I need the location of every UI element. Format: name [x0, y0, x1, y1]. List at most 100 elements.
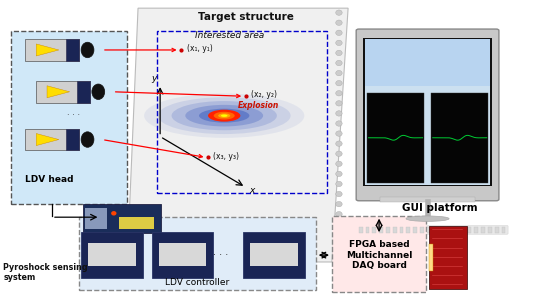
Text: Interested area: Interested area: [195, 31, 264, 40]
Ellipse shape: [336, 201, 342, 207]
Text: (x₂, y₂): (x₂, y₂): [251, 90, 277, 99]
Ellipse shape: [336, 161, 342, 167]
FancyBboxPatch shape: [367, 93, 424, 183]
FancyBboxPatch shape: [359, 227, 363, 233]
Text: · · ·: · · ·: [213, 250, 228, 260]
Ellipse shape: [185, 105, 263, 126]
FancyBboxPatch shape: [25, 39, 79, 61]
Ellipse shape: [336, 111, 342, 116]
Text: GUI platform: GUI platform: [402, 203, 477, 213]
FancyBboxPatch shape: [454, 227, 458, 233]
FancyBboxPatch shape: [379, 227, 383, 233]
Ellipse shape: [211, 112, 238, 119]
Ellipse shape: [336, 80, 342, 86]
Ellipse shape: [221, 115, 227, 117]
Ellipse shape: [336, 30, 342, 35]
FancyBboxPatch shape: [83, 204, 161, 233]
Ellipse shape: [336, 171, 342, 177]
Polygon shape: [47, 86, 70, 98]
Ellipse shape: [336, 181, 342, 187]
FancyBboxPatch shape: [475, 227, 478, 233]
Text: LDV controller: LDV controller: [165, 278, 230, 287]
Ellipse shape: [336, 212, 342, 217]
Ellipse shape: [144, 94, 305, 138]
Ellipse shape: [336, 101, 342, 106]
Text: FPGA based
Multichannel
DAQ board: FPGA based Multichannel DAQ board: [346, 240, 413, 270]
FancyBboxPatch shape: [353, 226, 508, 234]
Polygon shape: [127, 8, 348, 262]
Ellipse shape: [336, 222, 342, 227]
FancyBboxPatch shape: [36, 81, 90, 103]
FancyBboxPatch shape: [82, 232, 144, 278]
Ellipse shape: [336, 141, 342, 146]
FancyBboxPatch shape: [488, 227, 492, 233]
Ellipse shape: [336, 151, 342, 156]
Ellipse shape: [199, 109, 249, 123]
Ellipse shape: [336, 242, 342, 247]
FancyBboxPatch shape: [400, 227, 403, 233]
FancyBboxPatch shape: [332, 216, 426, 292]
FancyBboxPatch shape: [366, 39, 490, 86]
Ellipse shape: [81, 132, 94, 147]
FancyBboxPatch shape: [447, 227, 451, 233]
FancyBboxPatch shape: [152, 232, 213, 278]
Polygon shape: [36, 44, 59, 56]
FancyBboxPatch shape: [11, 31, 127, 204]
Ellipse shape: [92, 84, 105, 100]
FancyBboxPatch shape: [441, 227, 444, 233]
FancyBboxPatch shape: [427, 227, 430, 233]
Ellipse shape: [172, 101, 277, 130]
Text: Explosion: Explosion: [238, 101, 279, 110]
FancyBboxPatch shape: [407, 227, 410, 233]
FancyBboxPatch shape: [363, 38, 492, 186]
FancyBboxPatch shape: [468, 227, 471, 233]
FancyBboxPatch shape: [119, 217, 154, 229]
Ellipse shape: [336, 20, 342, 26]
Text: x: x: [249, 186, 255, 195]
Text: Pyroshock sensing
system: Pyroshock sensing system: [3, 263, 88, 282]
FancyBboxPatch shape: [250, 243, 298, 266]
FancyBboxPatch shape: [366, 39, 490, 184]
FancyBboxPatch shape: [429, 226, 467, 289]
Text: (x₁, y₁): (x₁, y₁): [186, 44, 212, 53]
Ellipse shape: [336, 40, 342, 46]
Ellipse shape: [158, 97, 291, 134]
FancyBboxPatch shape: [429, 244, 433, 271]
Ellipse shape: [214, 112, 235, 119]
FancyBboxPatch shape: [25, 129, 79, 150]
Text: LDV head: LDV head: [25, 176, 73, 184]
FancyBboxPatch shape: [420, 227, 424, 233]
Ellipse shape: [336, 252, 342, 257]
FancyBboxPatch shape: [502, 227, 505, 233]
FancyBboxPatch shape: [386, 227, 390, 233]
Text: y: y: [152, 74, 157, 83]
Ellipse shape: [406, 216, 449, 221]
Ellipse shape: [208, 110, 240, 122]
FancyBboxPatch shape: [66, 129, 79, 150]
Ellipse shape: [336, 50, 342, 56]
Polygon shape: [36, 134, 59, 146]
FancyBboxPatch shape: [434, 227, 437, 233]
Ellipse shape: [336, 91, 342, 96]
FancyBboxPatch shape: [85, 208, 107, 229]
Text: (x₃, y₃): (x₃, y₃): [213, 152, 239, 161]
FancyBboxPatch shape: [89, 243, 137, 266]
Ellipse shape: [336, 60, 342, 66]
FancyBboxPatch shape: [461, 227, 464, 233]
FancyBboxPatch shape: [481, 227, 485, 233]
Ellipse shape: [336, 131, 342, 136]
Ellipse shape: [336, 10, 342, 15]
Ellipse shape: [336, 121, 342, 126]
Ellipse shape: [218, 113, 230, 118]
FancyBboxPatch shape: [380, 197, 475, 202]
FancyBboxPatch shape: [356, 29, 499, 201]
FancyBboxPatch shape: [373, 227, 376, 233]
Ellipse shape: [336, 191, 342, 197]
FancyBboxPatch shape: [413, 227, 417, 233]
FancyBboxPatch shape: [495, 227, 498, 233]
Text: Target structure: Target structure: [198, 12, 294, 22]
Ellipse shape: [336, 232, 342, 237]
FancyBboxPatch shape: [77, 81, 90, 103]
Ellipse shape: [111, 211, 117, 215]
FancyBboxPatch shape: [243, 232, 305, 278]
